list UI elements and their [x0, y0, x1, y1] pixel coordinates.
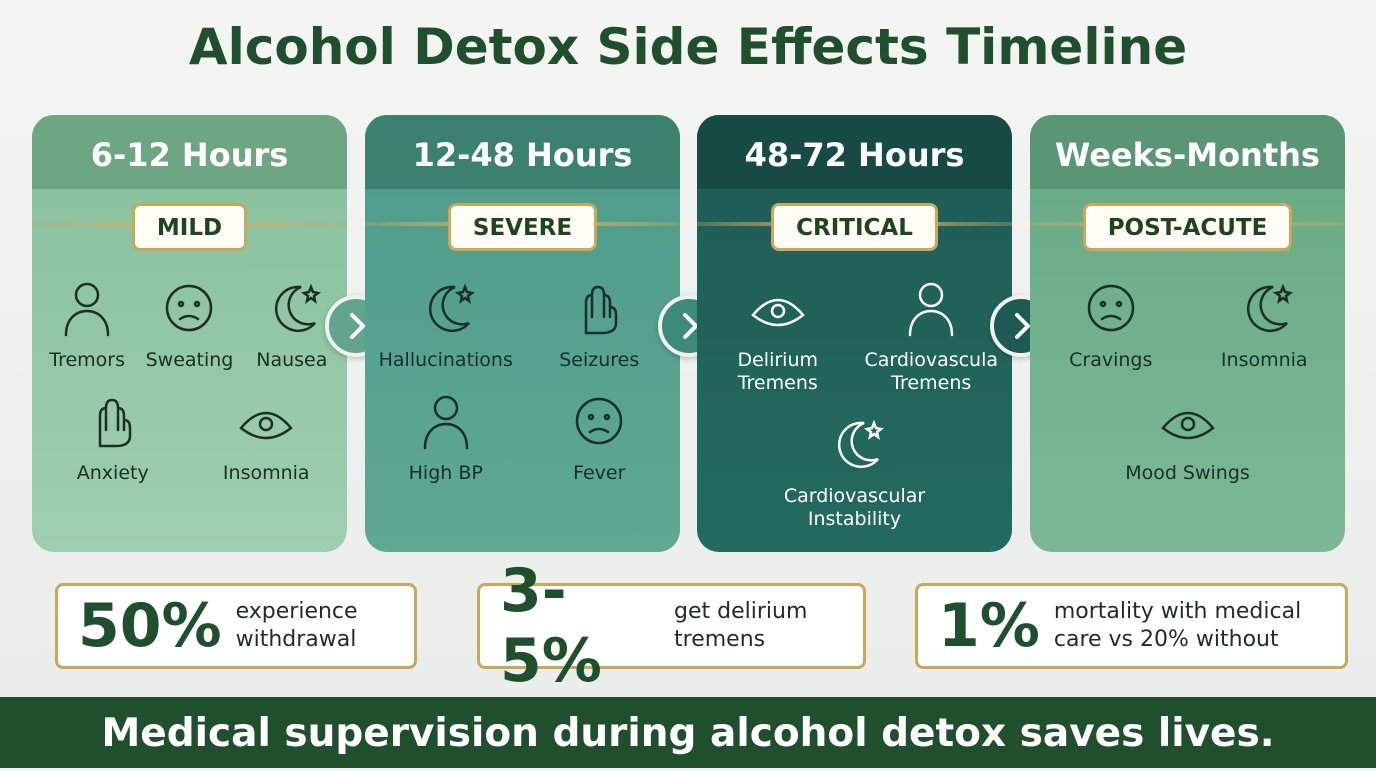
severity-badge: CRITICAL: [771, 203, 938, 251]
stat-number: 50%: [78, 591, 222, 661]
symptom: Seizures: [529, 273, 669, 372]
symptom-icon: [423, 395, 468, 450]
stat-box: 1% mortality with medical care vs 20% wit…: [915, 583, 1348, 669]
symptom-row: Cravings Insomnia: [1030, 273, 1345, 372]
footer: Medical supervision during alcohol detox…: [0, 697, 1376, 768]
symptom-icon: [64, 282, 110, 337]
severity-badge: POST-ACUTE: [1082, 203, 1293, 251]
symptom: Anxiety: [63, 386, 163, 485]
stat-number: 1%: [938, 591, 1040, 661]
arrow-icon: [1015, 313, 1030, 339]
symptom-row: Delirium Tremens Cardiovascula Tremens: [697, 273, 1012, 395]
symptom-icon: [239, 411, 294, 440]
symptom-icon: [1247, 283, 1294, 333]
symptom-label: Fever: [573, 462, 626, 484]
symptom-label: Cardiovascular Instability: [783, 485, 926, 530]
symptom-label: High BP: [408, 462, 483, 484]
symptom-row: Cardiovascular Instability: [697, 409, 1012, 531]
symptom: Insomnia: [1194, 273, 1334, 372]
symptom-label: Nausea: [256, 349, 328, 371]
stage-time: 6-12 Hours: [32, 115, 347, 189]
symptom-icon: [576, 397, 623, 445]
symptom-row: High BP Fever: [365, 386, 680, 485]
symptom-label: Seizures: [559, 349, 640, 371]
symptom: Cardiovascula Tremens: [856, 273, 1006, 395]
arrow-icon: [350, 313, 365, 339]
symptom-icon: [837, 419, 884, 469]
symptom-label: Hallucinations: [378, 349, 513, 371]
symptom: High BP: [376, 386, 516, 485]
symptom-icon: [428, 283, 475, 333]
stage-panel: 6-12 Hours MILD Tremors Sweating Nausea Anxie…: [32, 115, 347, 552]
symptom-row: Mood Swings: [1030, 386, 1345, 485]
title: Alcohol Detox Side Effects Timeline: [188, 18, 1188, 76]
stage-panel: 48-72 Hours CRITICAL Delirium Tremens Cardi…: [697, 115, 1012, 552]
symptom-label: Delirium Tremens: [737, 349, 819, 394]
symptom-icon: [1087, 284, 1134, 332]
symptom: Mood Swings: [1118, 386, 1258, 485]
symptom: Cardiovascular Instability: [780, 409, 930, 531]
symptom: Insomnia: [216, 386, 316, 485]
symptom-icon: [98, 398, 131, 448]
stat-number: 3-5%: [500, 556, 602, 696]
symptom: Fever: [529, 386, 669, 485]
symptom-label: Insomnia: [1220, 349, 1308, 371]
symptom-label: Cravings: [1069, 349, 1153, 371]
symptom-icon: [274, 283, 321, 333]
symptom-icon: [909, 282, 954, 337]
arrow-icon: [682, 313, 698, 339]
symptom: Hallucinations: [376, 273, 516, 372]
symptom-label: Mood Swings: [1125, 462, 1250, 484]
symptom-row: Hallucinations Seizures: [365, 273, 680, 372]
symptom: Tremors: [37, 273, 137, 372]
symptom: Nausea: [242, 273, 342, 372]
symptom-label: Sweating: [145, 349, 234, 371]
stat-box: 50% experience withdrawal: [55, 583, 417, 669]
symptom-label: Tremors: [49, 349, 126, 371]
severity-badge: MILD: [131, 203, 248, 251]
stage-time: 12-48 Hours: [365, 115, 680, 189]
symptom-label: Insomnia: [222, 462, 310, 484]
stat-text: mortality with medical care vs 20% witho…: [1053, 599, 1302, 652]
symptom-icon: [166, 284, 213, 332]
symptom-icon: [750, 298, 805, 327]
symptom-icon: [1160, 411, 1215, 440]
stage-time: 48-72 Hours: [697, 115, 1012, 189]
stat-text: get delirium tremens: [674, 599, 808, 652]
severity-badge: SEVERE: [447, 203, 598, 251]
symptom-row: Tremors Sweating Nausea: [32, 273, 347, 372]
stage-panel: 12-48 Hours SEVERE Hallucinations Seizures H…: [365, 115, 680, 552]
stat-box: 3-5% get delirium tremens: [477, 556, 866, 696]
symptom-label: Cardiovascula Tremens: [864, 349, 999, 394]
stage-panel: Weeks-Months POST-ACUTE Cravings Insomnia Mo…: [1030, 115, 1345, 552]
symptom-icon: [585, 285, 618, 335]
symptom-row: Anxiety Insomnia: [32, 386, 347, 485]
symptom-label: Anxiety: [76, 462, 149, 484]
stage-time: Weeks-Months: [1030, 115, 1345, 189]
symptom: Cravings: [1041, 273, 1181, 372]
symptom: Delirium Tremens: [703, 273, 853, 395]
symptom: Sweating: [139, 273, 239, 372]
stat-text: experience withdrawal: [235, 599, 358, 652]
